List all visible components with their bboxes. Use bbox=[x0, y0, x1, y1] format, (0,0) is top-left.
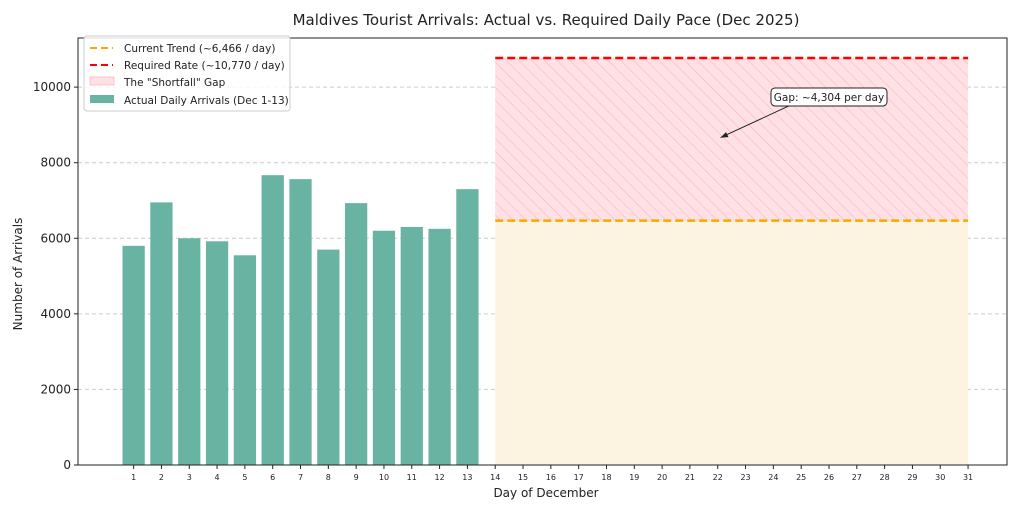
x-axis-label: Day of December bbox=[493, 486, 598, 500]
bar-day-9 bbox=[345, 203, 368, 466]
bar-day-8 bbox=[317, 249, 340, 465]
x-tick-label: 22 bbox=[713, 473, 723, 482]
x-tick-label: 17 bbox=[574, 473, 584, 482]
bar-day-10 bbox=[372, 230, 396, 465]
annotation-box bbox=[770, 87, 888, 107]
x-tick-label: 12 bbox=[434, 473, 444, 482]
bar-day-12 bbox=[428, 228, 451, 465]
bar-day-6 bbox=[261, 175, 284, 466]
x-tick-label: 26 bbox=[824, 473, 834, 482]
legend-trend-label: Current Trend (~6,466 / day) bbox=[124, 43, 275, 55]
y-tick-label: 8000 bbox=[40, 156, 71, 170]
y-tick-label: 4000 bbox=[40, 307, 71, 321]
x-tick-label: 30 bbox=[935, 473, 945, 482]
legend-bars-swatch bbox=[90, 95, 114, 103]
x-tick-label: 3 bbox=[187, 473, 192, 482]
x-tick-label: 8 bbox=[326, 473, 331, 482]
bar-day-3 bbox=[178, 238, 201, 465]
chart-title: Maldives Tourist Arrivals: Actual vs. Re… bbox=[293, 11, 800, 29]
legend-gap-swatch bbox=[89, 76, 115, 86]
x-tick-label: 15 bbox=[518, 473, 528, 482]
annotation-text: Gap: ~4,304 per day bbox=[774, 92, 884, 104]
bar-day-11 bbox=[400, 226, 423, 465]
x-tick-label: 4 bbox=[215, 473, 220, 482]
x-tick-label: 2 bbox=[159, 473, 164, 482]
x-tick-label: 9 bbox=[354, 473, 359, 482]
legend-required-label: Required Rate (~10,770 / day) bbox=[124, 60, 285, 72]
x-tick-label: 24 bbox=[768, 473, 778, 482]
y-tick-label: 0 bbox=[63, 458, 71, 472]
x-tick-label: 29 bbox=[907, 473, 917, 482]
bar-day-4 bbox=[205, 241, 229, 465]
legend-gap-label: The "Shortfall" Gap bbox=[123, 77, 226, 89]
y-axis-label: Number of Arrivals bbox=[11, 218, 25, 331]
x-tick-label: 25 bbox=[796, 473, 806, 482]
legend: Current Trend (~6,466 / day) Required Ra… bbox=[83, 35, 291, 112]
y-tick-label: 2000 bbox=[40, 382, 71, 396]
x-tick-label: 5 bbox=[242, 473, 247, 482]
x-tick-label: 16 bbox=[546, 473, 556, 482]
bar-day-5 bbox=[233, 255, 257, 465]
x-tick-label: 14 bbox=[490, 473, 500, 482]
annotation-arrow bbox=[720, 104, 792, 139]
bar-day-7 bbox=[289, 179, 312, 465]
bar-day-13 bbox=[456, 189, 479, 465]
trend-fill-area bbox=[495, 220, 969, 465]
x-tick-label: 7 bbox=[298, 473, 303, 482]
x-tick-label: 20 bbox=[657, 473, 667, 482]
x-tick-label: 23 bbox=[740, 473, 750, 482]
x-tick-label: 27 bbox=[852, 473, 862, 482]
bar-day-1 bbox=[122, 245, 145, 465]
x-tick-label: 6 bbox=[270, 473, 275, 482]
y-tick-label: 6000 bbox=[40, 231, 71, 245]
plot-frame bbox=[77, 37, 1008, 466]
annotation-arrowhead bbox=[720, 132, 729, 138]
x-tick-label: 19 bbox=[629, 473, 639, 482]
y-tick-label: 10000 bbox=[33, 80, 71, 94]
x-tick-label: 1 bbox=[131, 473, 136, 482]
x-tick-label: 18 bbox=[601, 473, 611, 482]
legend-bars-label: Actual Daily Arrivals (Dec 1-13) bbox=[124, 95, 289, 107]
shortfall-gap-hatch bbox=[495, 58, 969, 221]
x-tick-label: 28 bbox=[880, 473, 890, 482]
x-tick-label: 21 bbox=[685, 473, 695, 482]
bar-day-2 bbox=[150, 202, 173, 465]
x-tick-label: 10 bbox=[379, 473, 389, 482]
x-tick-label: 11 bbox=[407, 473, 417, 482]
x-tick-label: 13 bbox=[462, 473, 472, 482]
x-tick-label: 31 bbox=[963, 473, 973, 482]
